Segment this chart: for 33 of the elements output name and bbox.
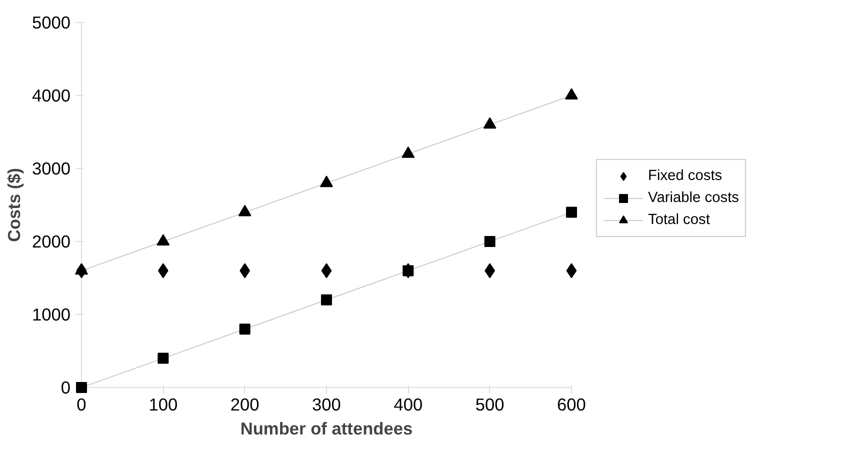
x-tick-label: 300: [312, 394, 341, 414]
x-tick-label: 500: [475, 394, 504, 414]
y-tick-label: 0: [60, 378, 71, 398]
point: [321, 294, 332, 306]
point: [76, 382, 87, 393]
point: [75, 263, 88, 275]
y-tick-label: 2000: [32, 232, 71, 252]
point: [402, 146, 415, 158]
point: [484, 236, 496, 247]
y-tick-label: 4000: [32, 86, 71, 106]
point: [239, 324, 250, 335]
x-tick-label: 200: [230, 394, 260, 414]
y-axis-title: Costs ($): [4, 168, 24, 242]
point: [566, 263, 577, 278]
x-tick-label: 400: [394, 394, 423, 414]
point: [483, 117, 496, 129]
x-tick-label: 0: [76, 394, 86, 414]
point: [565, 88, 578, 100]
y-tick-label: 5000: [32, 12, 71, 32]
x-tick-label: 100: [148, 394, 178, 414]
y-tick-label: 1000: [32, 304, 71, 324]
x-tick-label: 600: [557, 394, 586, 414]
point: [156, 234, 170, 246]
point: [566, 206, 577, 218]
y-tick-label: 3000: [32, 158, 71, 178]
point: [320, 176, 333, 188]
legend-label: Variable costs: [648, 190, 739, 206]
legend-label: Fixed costs: [648, 168, 722, 184]
legend-label: Total cost: [648, 212, 710, 228]
x-axis-title: Number of attendees: [240, 418, 413, 438]
point: [321, 263, 332, 278]
point: [158, 352, 169, 364]
point: [238, 204, 252, 216]
